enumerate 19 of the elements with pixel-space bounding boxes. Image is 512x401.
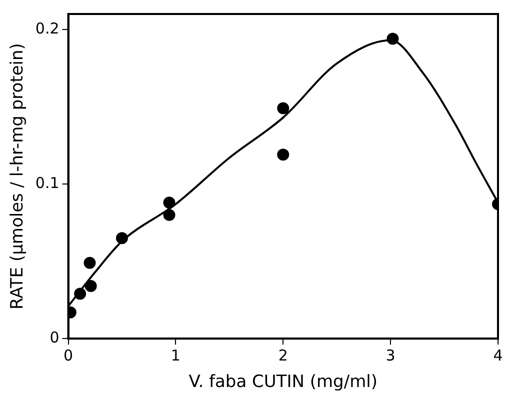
point [84, 280, 97, 292]
y-tick-label: 0 [50, 328, 60, 346]
x-tick-label: 0 [63, 346, 74, 364]
point [277, 148, 290, 161]
point [116, 232, 128, 244]
point [163, 208, 176, 221]
x-tick-label: 4 [493, 346, 503, 364]
x-tick-label: 2 [278, 346, 288, 364]
point [163, 196, 176, 209]
y-tick-label: 0.1 [35, 174, 60, 192]
y-axis-title: RATE (μmoles / l-hr-mg protein) [8, 43, 28, 310]
x-tick-label: 1 [170, 346, 180, 364]
point [277, 102, 290, 114]
x-axis-title: V. faba CUTIN (mg/ml) [188, 372, 378, 392]
y-tick-label: 0.2 [35, 19, 60, 38]
point [386, 32, 399, 45]
x-tick-label: 3 [386, 346, 396, 364]
point [74, 288, 86, 300]
point [84, 256, 96, 269]
